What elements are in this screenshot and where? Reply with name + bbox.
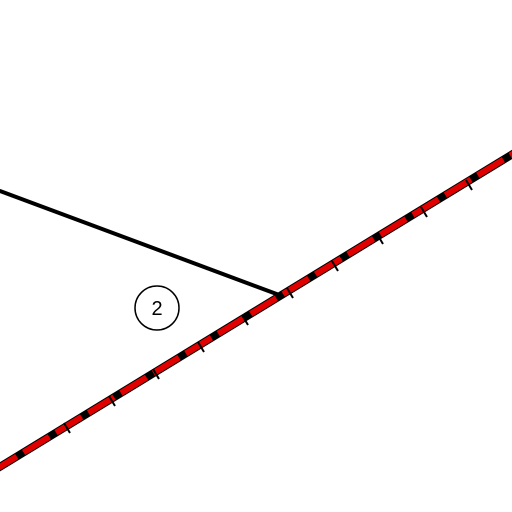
diagonal-highlight-dash	[0, 150, 512, 471]
black-boundary-line	[0, 189, 284, 298]
region-marker: 2	[134, 285, 180, 331]
region-marker-label: 2	[151, 298, 162, 320]
diagonal-tick-marks	[63, 179, 473, 434]
